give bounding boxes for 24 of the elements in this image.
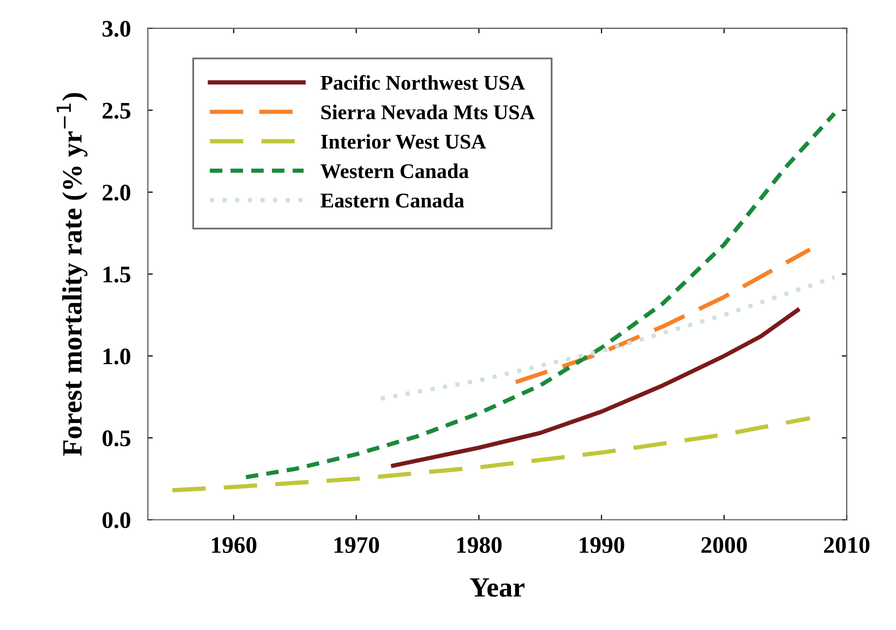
x-tick-label: 1990 [580,537,624,554]
x-tick-label: 1960 [212,537,256,554]
y-tick-label: 1.5 [104,266,130,283]
y-axis-title: Forest mortality rate (% yr$^{−1}$) [56,93,88,456]
y-tick-label: 2.5 [102,102,130,119]
line-series [378,275,837,401]
x-tick-label: 1970 [334,537,379,554]
line-series [514,247,812,384]
y-tick-label: 0.5 [102,430,130,446]
y-tick-label: 0.0 [102,512,130,528]
x-tick-label: 1980 [457,537,502,554]
legend-label: Interior West USA [320,134,486,149]
line-series [170,416,812,492]
y-tick-label: 2.0 [102,184,130,201]
x-tick-label: 2010 [824,537,870,554]
legend-label: Sierra Nevada Mts USA [321,104,535,120]
y-tick-label: 3.0 [102,20,130,37]
line-series [390,308,800,468]
y-tick-label: 1.0 [104,348,130,364]
legend-label: Pacific Northwest USA [320,75,525,90]
legend-label: Western Canada [320,164,469,178]
legend-label: Eastern Canada [320,192,464,208]
x-tick-label: 2000 [701,537,747,554]
x-axis-title: Year [470,578,524,597]
